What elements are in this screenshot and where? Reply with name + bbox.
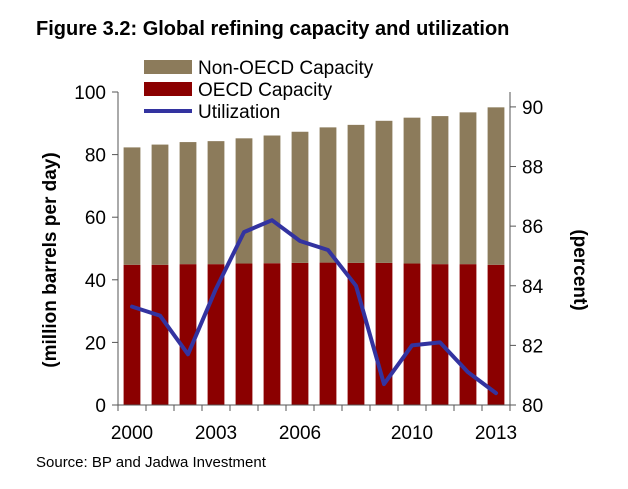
- bar-non-oecd-2007: [319, 127, 337, 263]
- bar-non-oecd-2001: [151, 144, 169, 265]
- bar-non-oecd-2003: [207, 141, 225, 265]
- y-tick-label-right-86: 86: [522, 217, 543, 238]
- bar-non-oecd-2012: [459, 112, 477, 265]
- bar-non-oecd-2009: [375, 120, 393, 263]
- bar-non-oecd-2005: [263, 135, 281, 264]
- bar-non-oecd-2013: [487, 107, 505, 265]
- legend-swatch-oecd-capacity: [144, 82, 192, 96]
- chart-title: Figure 3.2: Global refining capacity and…: [36, 18, 510, 40]
- x-tick-label-2013: 2013: [475, 423, 517, 444]
- bar-non-oecd-2011: [431, 116, 449, 265]
- y-tick-label-left-80: 80: [85, 146, 106, 167]
- y-tick-label-left-100: 100: [74, 83, 106, 104]
- legend-label-oecd-capacity: OECD Capacity: [198, 80, 333, 101]
- bar-non-oecd-2008: [347, 124, 365, 263]
- axes-group: 0 20 40 60 80 100 80 82 84 86 88 90 2000 2003 2006 2010…: [74, 83, 543, 444]
- bar-oecd-2011: [431, 264, 449, 405]
- bars-group: [123, 107, 505, 405]
- bar-oecd-2001: [151, 264, 169, 405]
- y-tick-label-right-90: 90: [522, 98, 543, 119]
- bar-oecd-2010: [403, 263, 421, 405]
- x-tick-label-2000: 2000: [111, 423, 153, 444]
- y-tick-label-right-84: 84: [522, 277, 544, 298]
- bar-oecd-2012: [459, 264, 477, 405]
- bar-non-oecd-2006: [291, 131, 309, 263]
- bar-oecd-2005: [263, 263, 281, 405]
- y-tick-label-left-0: 0: [95, 396, 106, 417]
- y-tick-label-right-80: 80: [522, 396, 543, 417]
- y-axis-title-right: (percent): [569, 229, 590, 310]
- x-tick-label-2003: 2003: [195, 423, 237, 444]
- x-tick-label-2006: 2006: [279, 423, 321, 444]
- bar-oecd-2007: [319, 262, 337, 405]
- bar-non-oecd-2002: [179, 142, 197, 265]
- legend-label-non-oecd-capacity: Non-OECD Capacity: [198, 58, 374, 79]
- y-tick-label-left-40: 40: [85, 271, 106, 292]
- y-tick-label-right-88: 88: [522, 158, 543, 179]
- bar-oecd-2000: [123, 264, 141, 405]
- y-tick-label-left-60: 60: [85, 208, 106, 229]
- bar-oecd-2004: [235, 263, 253, 405]
- bar-non-oecd-2010: [403, 117, 421, 264]
- bar-non-oecd-2000: [123, 147, 141, 265]
- bar-oecd-2002: [179, 264, 197, 405]
- chart-source: Source: BP and Jadwa Investment: [36, 454, 266, 471]
- bar-oecd-2006: [291, 262, 309, 405]
- bar-oecd-2013: [487, 264, 505, 405]
- x-tick-label-2010: 2010: [391, 423, 433, 444]
- y-tick-label-left-20: 20: [85, 333, 106, 354]
- legend-swatch-non-oecd-capacity: [144, 60, 192, 74]
- utilization-line: [130, 218, 498, 396]
- legend-label-utilization: Utilization: [198, 102, 280, 123]
- y-tick-label-right-82: 82: [522, 336, 543, 357]
- utilization-line-group: [130, 218, 498, 396]
- y-axis-title-left: (million barrels per day): [40, 152, 61, 367]
